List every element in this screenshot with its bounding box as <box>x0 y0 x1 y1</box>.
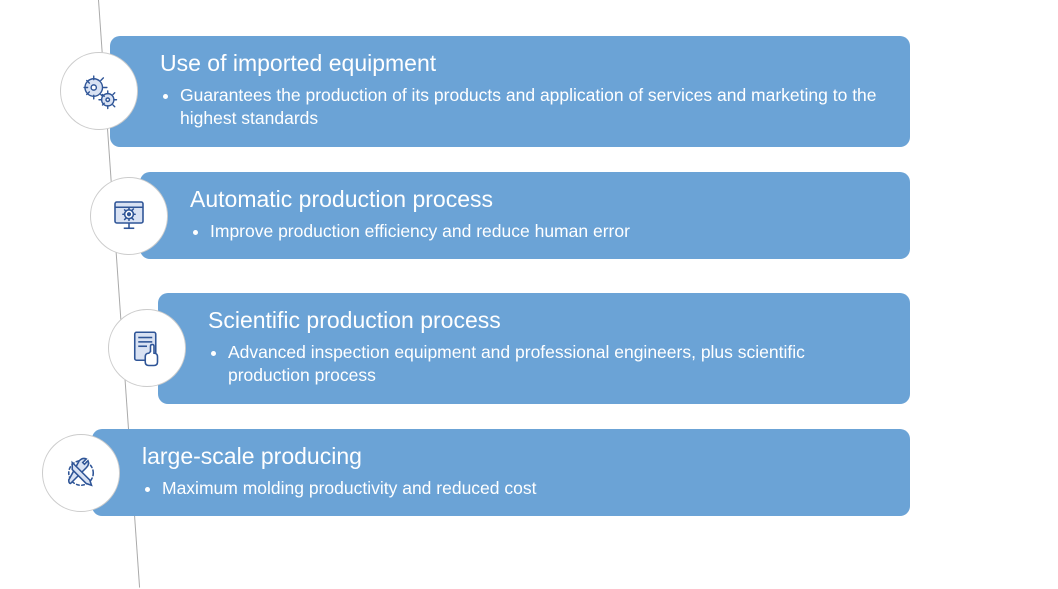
bar-title: Automatic production process <box>190 186 882 214</box>
icon-circle <box>60 52 138 130</box>
list-item: Scientific production process Advanced i… <box>108 293 910 404</box>
info-bar: Use of imported equipment Guarantees the… <box>110 36 910 147</box>
bar-title: Use of imported equipment <box>160 50 882 78</box>
icon-circle <box>108 309 186 387</box>
bullet-item: Guarantees the production of its product… <box>180 84 882 131</box>
gears-icon <box>78 70 120 112</box>
bullet-list: Maximum molding productivity and reduced… <box>142 477 882 501</box>
bar-title: large-scale producing <box>142 443 882 471</box>
tablet-touch-icon <box>126 327 168 369</box>
bullet-item: Improve production efficiency and reduce… <box>210 220 882 244</box>
icon-circle <box>42 434 120 512</box>
wrench-screwdriver-icon <box>60 452 102 494</box>
bar-title: Scientific production process <box>208 307 882 335</box>
info-bar: large-scale producing Maximum molding pr… <box>92 429 910 516</box>
icon-circle <box>90 177 168 255</box>
bullet-list: Improve production efficiency and reduce… <box>190 220 882 244</box>
info-bar: Automatic production process Improve pro… <box>140 172 910 259</box>
bullet-item: Maximum molding productivity and reduced… <box>162 477 882 501</box>
list-item: Automatic production process Improve pro… <box>90 172 910 259</box>
bullet-item: Advanced inspection equipment and profes… <box>228 341 882 388</box>
list-item: large-scale producing Maximum molding pr… <box>42 429 910 516</box>
info-bar: Scientific production process Advanced i… <box>158 293 910 404</box>
list-item: Use of imported equipment Guarantees the… <box>60 36 910 147</box>
bullet-list: Guarantees the production of its product… <box>160 84 882 131</box>
bullet-list: Advanced inspection equipment and profes… <box>208 341 882 388</box>
monitor-gear-icon <box>108 195 150 237</box>
